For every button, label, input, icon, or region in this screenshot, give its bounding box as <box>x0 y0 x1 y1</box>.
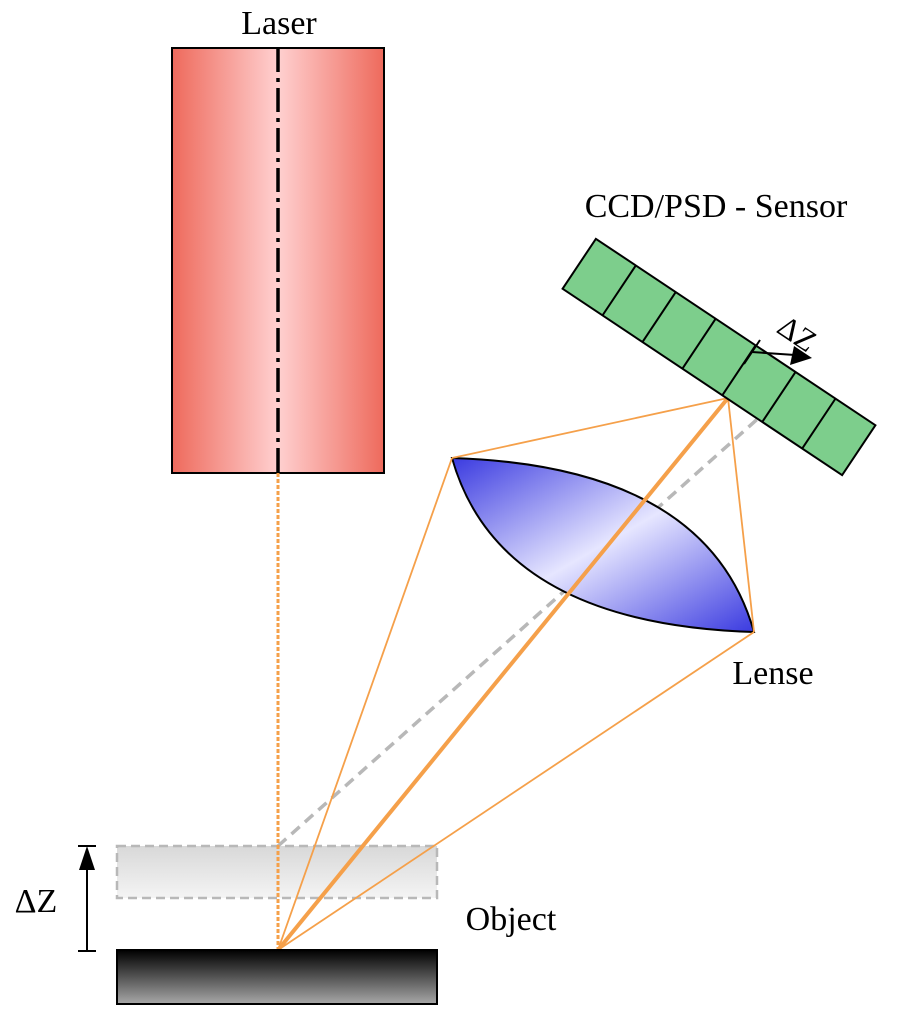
sensor-shift-arrow-icon <box>790 346 812 365</box>
sensor-cell-divider <box>681 318 717 370</box>
sensor-cell-divider <box>641 291 677 343</box>
sensor-label: CCD/PSD - Sensor <box>585 188 848 225</box>
sensor-delta-z-label: ΔZ <box>771 308 823 359</box>
focused-ray-lower <box>727 397 755 633</box>
lens <box>450 456 756 634</box>
lens-label: Lense <box>732 655 813 692</box>
object-label: Object <box>466 901 557 938</box>
focused-ray-upper <box>451 397 729 459</box>
beam-paths <box>276 396 755 952</box>
ccd-psd-sensor <box>561 237 877 477</box>
reference-ray <box>276 413 764 848</box>
sensor-cell-divider <box>761 371 797 423</box>
object <box>116 949 438 1005</box>
sensor-cell-divider <box>801 398 837 450</box>
laser-label: Laser <box>241 5 317 42</box>
sensor-shift-arrow-shaft <box>751 351 796 356</box>
reflected-ray-chief <box>276 396 730 952</box>
sensor-body <box>561 237 877 477</box>
reflected-ray-upper <box>277 457 453 951</box>
sensor-cell-divider <box>601 264 637 316</box>
object-delta-z-label: ΔZ <box>15 883 58 920</box>
reflected-ray-lower <box>277 631 755 951</box>
laser <box>171 47 385 474</box>
object-shift-arrow-icon <box>79 846 95 870</box>
